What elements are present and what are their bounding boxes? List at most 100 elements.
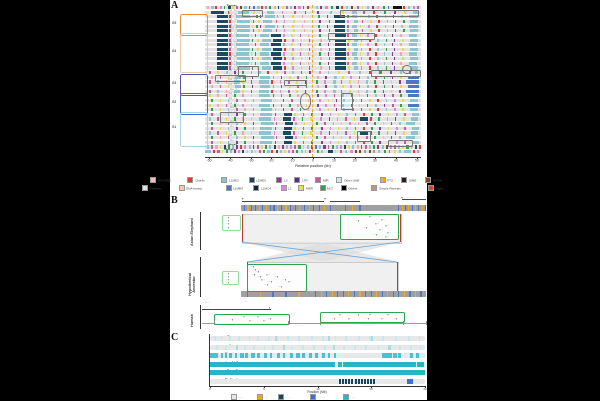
repeat-segment: [353, 29, 358, 33]
gene-tick: [277, 205, 279, 211]
track-segment: [406, 378, 414, 384]
baseline-tick: [403, 321, 404, 325]
group-box-G1: [179, 111, 208, 148]
repeat-segment: [402, 145, 405, 149]
repeat-segment: [304, 10, 307, 14]
repeat-segment: [354, 140, 356, 144]
repeat-segment: [272, 38, 282, 42]
repeat-segment: [356, 6, 359, 10]
repeat-segment: [282, 33, 285, 38]
repeat-segment: [335, 108, 338, 112]
repeat-segment: [367, 6, 370, 10]
track-segment: [220, 336, 223, 342]
repeat-segment: [242, 149, 245, 154]
repeat-segment: [383, 52, 386, 56]
repeat-segment: [375, 33, 377, 38]
repeat-segment: [377, 98, 380, 103]
repeat-segment: [284, 122, 294, 126]
legend-swatch: [187, 177, 194, 183]
repeat-segment: [365, 80, 368, 84]
group-box-G2: [179, 93, 208, 115]
track-segment: [343, 344, 346, 350]
repeat-segment: [385, 47, 388, 51]
repeat-segment: [221, 149, 224, 154]
repeat-segment: [329, 140, 332, 144]
annotation-box: [340, 9, 419, 17]
repeat-segment: [359, 117, 369, 121]
gene-mark: ◂····: [385, 235, 390, 238]
repeat-segment: [408, 52, 417, 56]
annotation-box: [387, 139, 413, 147]
repeat-segment: [302, 6, 305, 10]
repeat-segment: [209, 131, 211, 135]
gene-mark: ◂····: [387, 313, 392, 316]
gene-mark: ····▸: [282, 278, 287, 281]
annotation-box: [341, 93, 354, 110]
track-segment: [291, 344, 294, 350]
repeat-segment: [281, 145, 285, 149]
repeat-segment: [240, 145, 243, 149]
repeat-segment: [237, 57, 250, 61]
repeat-segment: [232, 145, 235, 149]
legend-item: ···: [257, 394, 274, 401]
repeat-segment: [377, 47, 379, 51]
gene-cluster-box: ····▸ ····▸ ····▸ ····▸: [222, 271, 239, 285]
repeat-segment: [400, 84, 402, 89]
repeat-segment: [289, 75, 291, 79]
repeat-segment: [282, 61, 285, 65]
repeat-segment: [240, 6, 242, 10]
repeat-segment: [400, 52, 402, 56]
repeat-segment: [319, 145, 322, 149]
repeat-segment: [392, 6, 403, 10]
legend-item-L1MC4: L1MC4: [253, 185, 277, 192]
repeat-segment: [334, 52, 347, 56]
track-segment: [245, 353, 248, 359]
repeat-segment: [304, 80, 307, 84]
repeat-segment: [375, 52, 377, 56]
legend-swatch: [425, 177, 432, 183]
repeat-segment: [225, 103, 228, 107]
repeat-segment: [356, 145, 359, 149]
repeat-segment: [292, 38, 294, 42]
x-axis-title: Position (Mb): [307, 390, 327, 394]
repeat-segment: [346, 140, 348, 144]
gene-mark: ····▸: [268, 280, 273, 284]
repeat-segment: [369, 71, 371, 75]
panel-a-alignment-plot: TenrecPA-2bPA-16PA-1bPA-2cPA-6PA-17PA-13…: [141, 0, 444, 195]
repeat-segment: [373, 10, 375, 14]
repeat-segment: [308, 66, 311, 70]
repeat-segment: [382, 122, 385, 126]
repeat-segment: [386, 117, 389, 121]
x-axis-tick-label: 10: [315, 388, 320, 391]
gene-tick: [398, 291, 400, 297]
gene-tick: [344, 205, 346, 211]
gene-mark: ····▸: [225, 219, 230, 223]
track-segment: [369, 336, 371, 342]
repeat-segment: [394, 149, 397, 154]
repeat-segment: [349, 80, 351, 84]
repeat-segment: [217, 117, 219, 121]
repeat-segment: [391, 75, 394, 79]
repeat-segment: [332, 122, 335, 126]
bracket-human: [200, 305, 201, 329]
repeat-segment: [289, 94, 291, 98]
repeat-segment: [243, 75, 246, 79]
repeat-segment: [294, 10, 297, 14]
repeat-segment: [354, 112, 356, 117]
x-axis-tick: [333, 157, 335, 159]
repeat-segment: [236, 122, 238, 126]
repeat-segment: [408, 15, 418, 19]
repeat-segment: [293, 29, 295, 33]
repeat-segment: [342, 75, 344, 79]
repeat-segment: [227, 98, 230, 103]
repeat-segment: [250, 61, 253, 65]
repeat-segment: [386, 131, 389, 135]
repeat-segment: [252, 10, 255, 14]
repeat-segment: [394, 47, 396, 51]
repeat-segment: [327, 145, 330, 149]
repeat-segment: [319, 29, 321, 33]
x-axis-tick-label: -50: [206, 159, 212, 163]
x-axis-tick-label: 20: [352, 159, 357, 163]
repeat-segment: [342, 84, 344, 89]
repeat-segment: [341, 6, 343, 10]
